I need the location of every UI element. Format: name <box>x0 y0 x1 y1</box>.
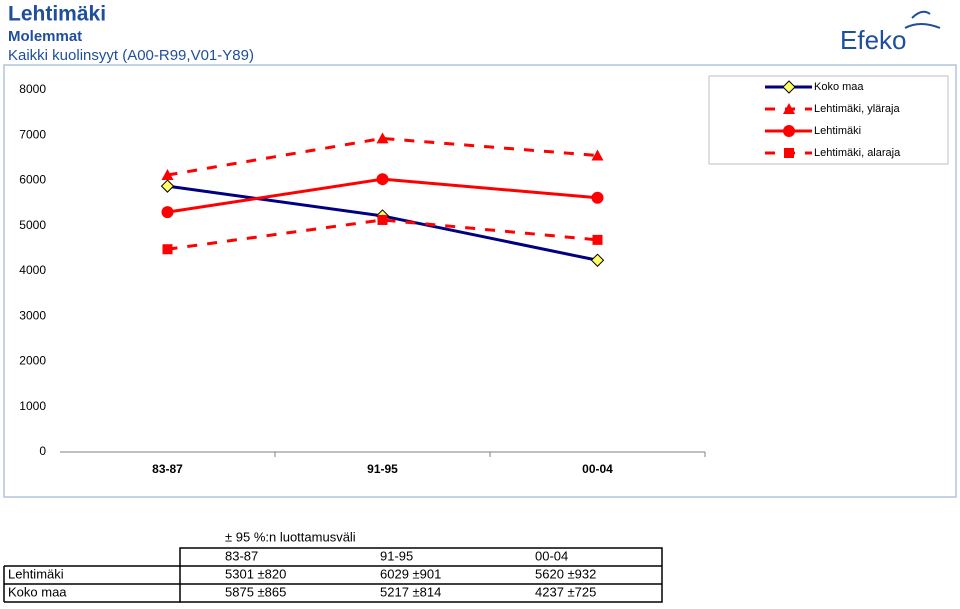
legend-label: Koko maa <box>814 81 864 93</box>
logo: Efeko <box>840 25 907 55</box>
table-caption: ± 95 %:n luottamusväli <box>225 529 356 544</box>
marker <box>376 173 389 186</box>
x-tick-label: 00-04 <box>582 462 613 476</box>
y-tick-label: 2000 <box>19 354 46 368</box>
marker <box>161 206 174 219</box>
legend <box>708 75 949 165</box>
marker <box>590 253 605 267</box>
legend-label: Lehtimäki <box>814 125 861 137</box>
subtitle: Molemmat <box>8 28 82 45</box>
x-tick-label: 91-95 <box>367 462 398 476</box>
table-cell: 5620 ±932 <box>535 566 596 581</box>
marker <box>161 169 174 181</box>
marker <box>783 125 795 137</box>
table-header: 91-95 <box>380 548 413 563</box>
y-tick-label: 8000 <box>19 82 46 96</box>
y-tick-label: 6000 <box>19 173 46 187</box>
y-tick-label: 4000 <box>19 263 46 277</box>
marker <box>376 132 389 144</box>
marker <box>782 80 796 94</box>
y-tick-label: 1000 <box>19 399 46 413</box>
marker <box>160 179 175 193</box>
table-cell: 6029 ±901 <box>380 566 441 581</box>
subtitle: Kaikki kuolinsyyt (A00-R99,V01-Y89) <box>8 47 254 64</box>
y-tick-label: 5000 <box>19 218 46 232</box>
marker <box>162 244 173 255</box>
marker <box>591 149 604 161</box>
logo-mark <box>904 10 941 29</box>
table-cell: 4237 ±725 <box>535 584 596 599</box>
legend-label: Lehtimäki, yläraja <box>814 103 900 115</box>
table-cell: 5875 ±865 <box>225 584 286 599</box>
table-border <box>179 547 663 603</box>
legend-label: Lehtimäki, alaraja <box>814 147 901 159</box>
y-tick-label: 3000 <box>19 308 46 322</box>
table-header: 00-04 <box>535 548 568 563</box>
series-line <box>167 218 598 251</box>
table-cell: Lehtimäki <box>8 566 64 581</box>
table-cell: 5217 ±814 <box>380 584 441 599</box>
x-tick-label: 83-87 <box>152 462 183 476</box>
marker <box>591 191 604 204</box>
y-tick-label: 7000 <box>19 127 46 141</box>
marker <box>783 103 795 114</box>
table-cell: Koko maa <box>8 584 67 599</box>
y-tick-label: 0 <box>39 444 46 458</box>
series-line <box>167 136 598 177</box>
plot-area <box>60 90 705 452</box>
table-cell: 5301 ±820 <box>225 566 286 581</box>
chart-title: Lehtimäki <box>8 3 106 26</box>
marker <box>784 148 794 158</box>
table-header: 83-87 <box>225 548 258 563</box>
marker <box>377 214 388 225</box>
marker <box>592 234 603 245</box>
